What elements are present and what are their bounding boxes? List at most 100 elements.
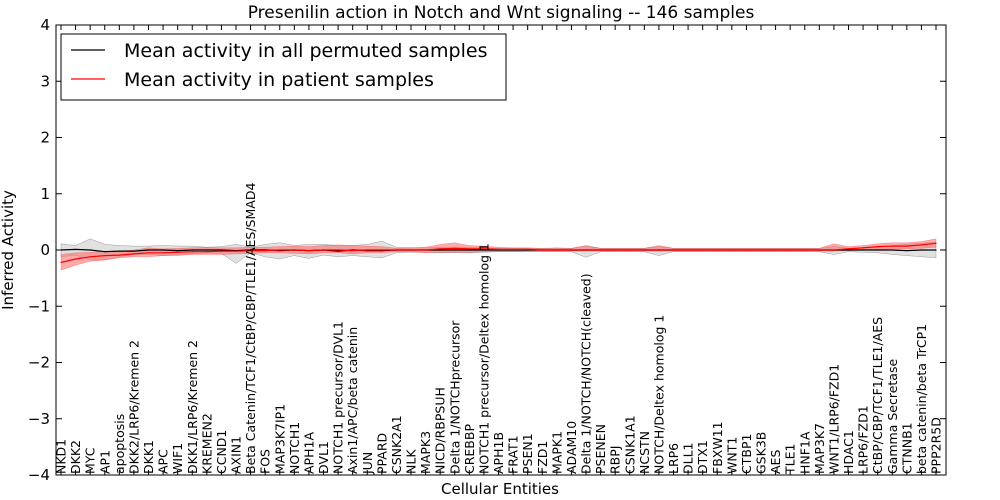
x-tick-label: apoptosis xyxy=(112,414,127,474)
x-tick-label: CTNNB1 xyxy=(899,422,914,474)
data-point xyxy=(293,249,295,251)
data-point xyxy=(468,248,470,250)
data-point xyxy=(891,245,893,247)
data-point xyxy=(643,249,645,251)
data-point xyxy=(658,249,660,251)
data-point xyxy=(527,248,529,250)
data-point xyxy=(789,249,791,251)
y-tick-label: −3 xyxy=(28,410,50,428)
x-tick-label: FOS xyxy=(258,449,273,474)
legend-label-patient: Mean activity in patient samples xyxy=(124,69,434,91)
data-point xyxy=(847,248,850,250)
y-tick-label: −2 xyxy=(28,354,50,372)
x-tick-label: KREMEN2 xyxy=(199,413,214,474)
x-tick-label: PPARD xyxy=(374,433,389,474)
data-point xyxy=(206,251,208,253)
legend-box xyxy=(60,33,507,101)
x-tick-label: WNT1/LRP6/FZD1 xyxy=(826,364,841,474)
data-point xyxy=(118,254,120,256)
data-point xyxy=(935,249,937,251)
data-point xyxy=(468,249,470,251)
data-point xyxy=(308,250,310,252)
data-point xyxy=(877,249,879,251)
data-point xyxy=(425,249,427,251)
data-point xyxy=(89,256,91,258)
data-point xyxy=(600,249,602,251)
x-tick-label: DKK1 xyxy=(141,440,156,474)
data-point xyxy=(177,250,179,252)
series-lines xyxy=(60,242,937,263)
data-point xyxy=(454,247,456,249)
data-point xyxy=(906,250,908,252)
x-tick-label: CTBP1 xyxy=(739,434,754,474)
x-tick-label: Delta 1/NOTCHprecursor xyxy=(447,320,462,474)
x-tick-label: APH1A xyxy=(301,432,316,474)
x-tick-label: FRAT1 xyxy=(506,435,521,474)
data-point xyxy=(75,258,77,260)
x-tick-label: GSK3B xyxy=(754,432,769,474)
data-point xyxy=(60,261,62,263)
x-tick-label: NOTCH1 precursor/Deltex homolog 1 xyxy=(476,243,491,474)
x-tick-label: PPP2R5D xyxy=(929,417,944,474)
y-tick-label: 2 xyxy=(40,129,50,147)
legend: Mean activity in all permuted samples Me… xyxy=(60,33,507,101)
x-tick-label: NOTCH1 xyxy=(287,422,302,474)
x-tick-label: MYC xyxy=(83,447,98,474)
x-tick-label: TLE1 xyxy=(783,444,798,475)
data-point xyxy=(366,249,368,251)
chart-title: Presenilin action in Notch and Wnt signa… xyxy=(248,3,755,23)
y-axis: −4 −3 −2 −1 0 1 2 3 4 xyxy=(28,16,946,484)
y-tick-label: 1 xyxy=(40,185,50,203)
x-tick-label: NOTCH1 precursor/DVL1 xyxy=(331,321,346,474)
data-point xyxy=(570,249,573,251)
x-tick-label: JUN xyxy=(360,452,375,475)
data-point xyxy=(118,250,120,252)
x-tick-label: NKD1 xyxy=(54,439,69,474)
y-tick-label: −4 xyxy=(28,466,50,484)
data-point xyxy=(512,248,514,250)
x-tick-label: DLL1 xyxy=(681,442,696,474)
data-point xyxy=(687,249,689,251)
data-point xyxy=(147,252,150,254)
x-tick-label: DKK2 xyxy=(68,440,83,474)
data-point xyxy=(862,249,864,251)
x-tick-label: beta catenin/beta TrCP1 xyxy=(914,324,929,474)
x-tick-label: AXIN1 xyxy=(229,436,244,474)
data-point xyxy=(250,250,252,252)
data-point xyxy=(162,252,164,254)
data-point xyxy=(483,249,485,251)
data-point xyxy=(920,244,923,246)
data-point xyxy=(731,249,733,251)
x-tick-label: NCSTN xyxy=(637,431,652,474)
x-tick-label: CREBBP xyxy=(462,424,477,474)
x-tick-label: DVL1 xyxy=(316,441,331,474)
y-tick-label: −1 xyxy=(28,297,50,315)
data-point xyxy=(585,249,587,251)
series-patient xyxy=(60,242,937,263)
x-tick-label: NLK xyxy=(404,449,419,474)
data-point xyxy=(410,249,412,251)
data-point xyxy=(191,249,193,251)
data-point xyxy=(104,255,106,257)
x-tick-label: Delta 1/NOTCH/NOTCH(cleaved) xyxy=(579,273,594,474)
x-tick-label: NOTCH/Deltex homolog 1 xyxy=(651,315,666,474)
x-tick-label: HDAC1 xyxy=(841,430,856,474)
data-point xyxy=(906,245,908,247)
x-tick-label: Axin1/APC/beta catenin xyxy=(345,327,360,474)
data-point xyxy=(920,249,923,251)
data-point xyxy=(760,249,762,251)
data-point xyxy=(672,249,675,251)
data-point xyxy=(818,249,820,251)
x-tick-label: PSEN1 xyxy=(520,433,535,474)
data-point xyxy=(235,250,237,252)
x-tick-label: MAPK3 xyxy=(418,431,433,474)
data-point xyxy=(439,248,441,250)
data-point xyxy=(264,250,266,252)
data-point xyxy=(337,250,339,252)
x-tick-label: DKK1/LRP6/Kremen 2 xyxy=(185,340,200,474)
x-tick-label: HNF1A xyxy=(797,431,812,474)
x-tick-label: MAP3K7 xyxy=(812,423,827,474)
x-tick-label: AES xyxy=(768,450,783,474)
y-tick-label: 3 xyxy=(40,72,50,90)
data-point xyxy=(220,249,222,251)
